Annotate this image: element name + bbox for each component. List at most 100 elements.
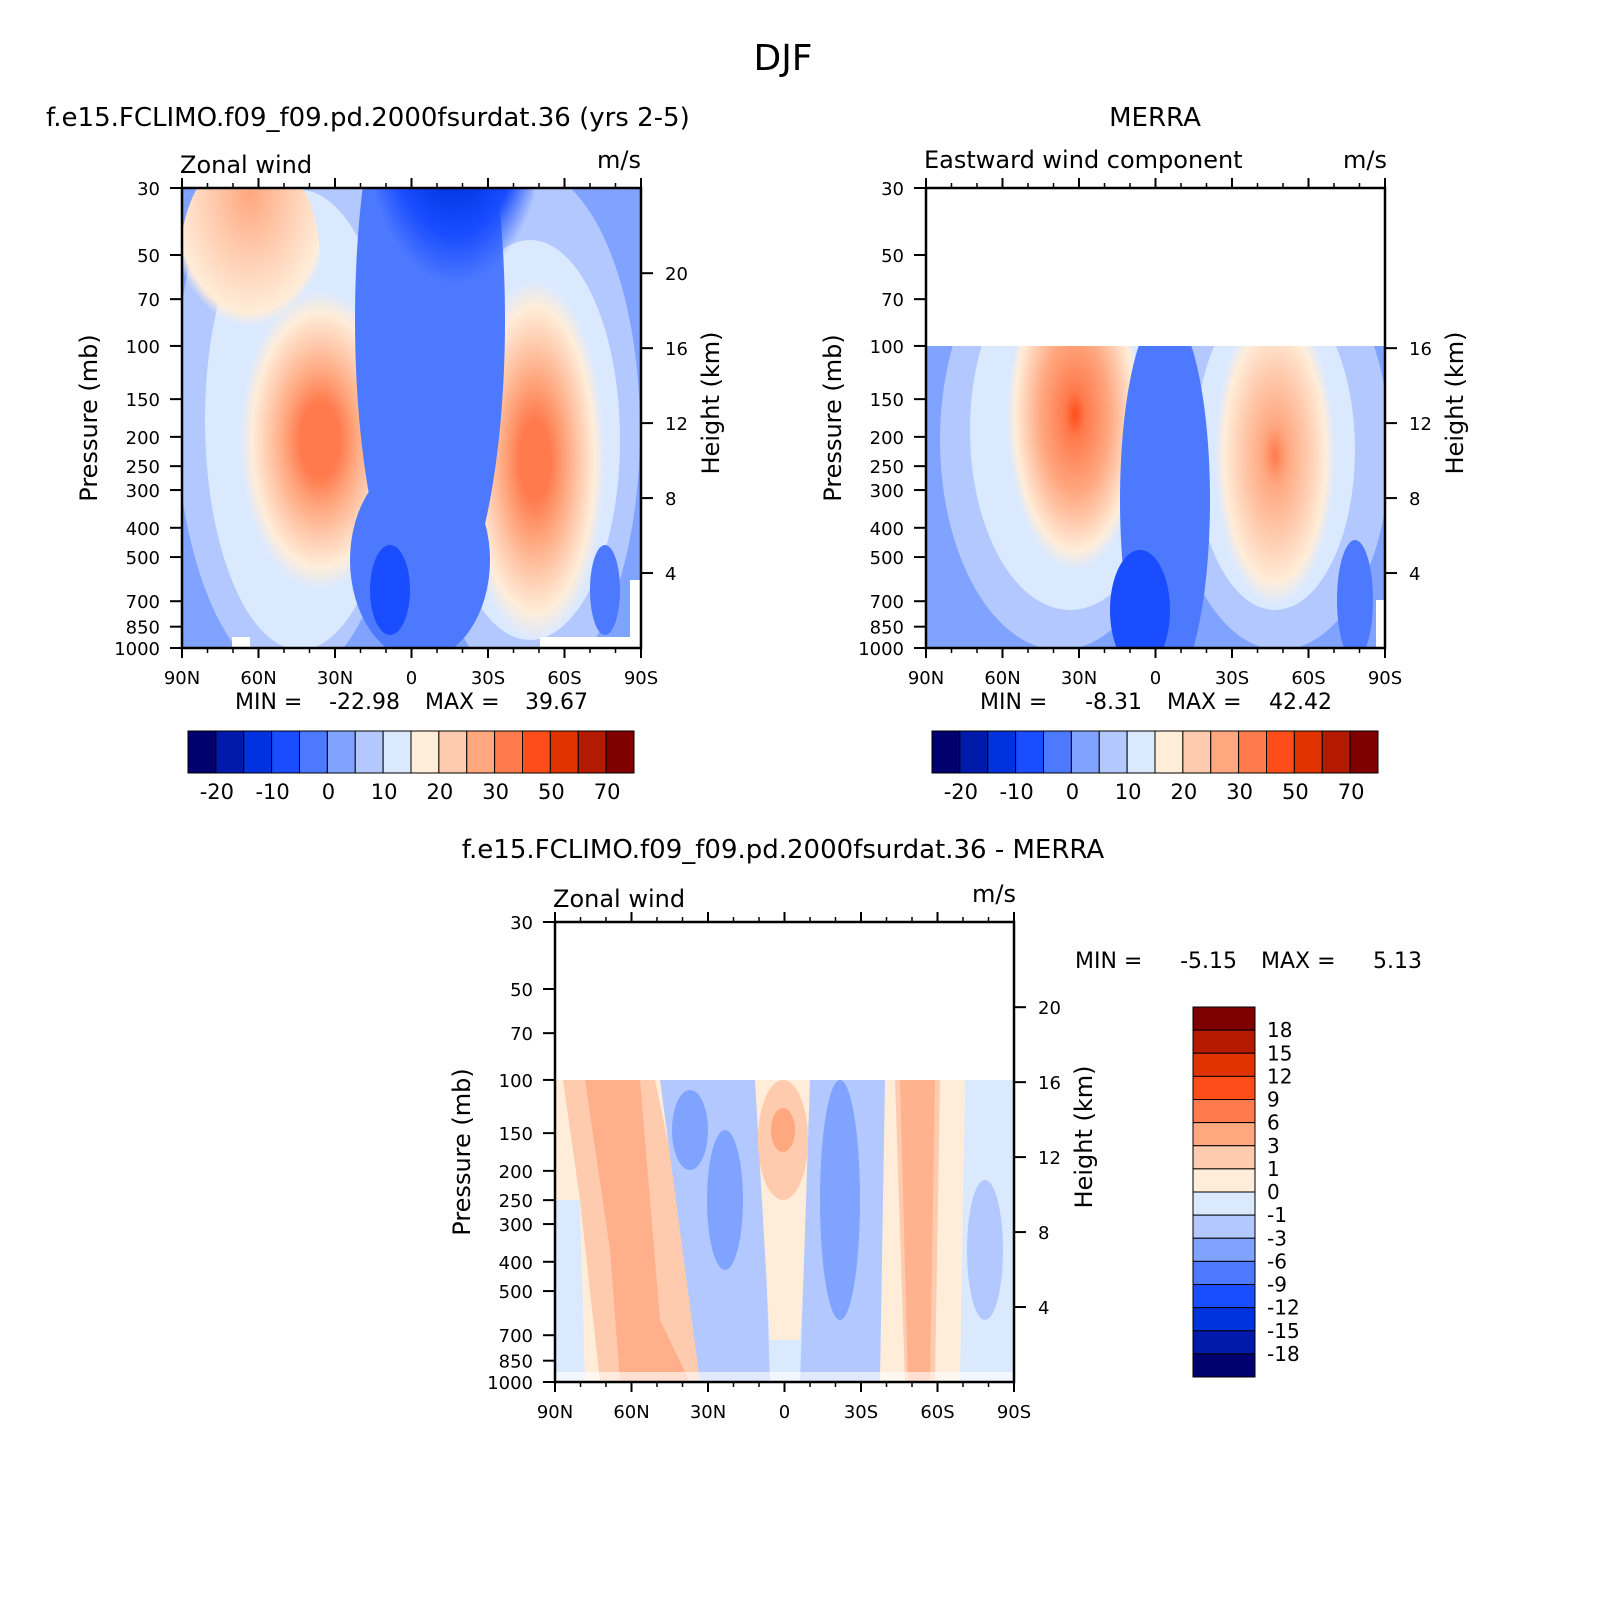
- y-tick-label: 50: [510, 980, 533, 1001]
- colorbar-swatch: [1192, 1330, 1256, 1355]
- panel-obs-title: MERRA: [1109, 103, 1201, 133]
- panel-obs-max-value: 42.42: [1269, 690, 1332, 715]
- panel-diff-field: [555, 1080, 1014, 1382]
- y-right-axis-title: Height (km): [1070, 1066, 1098, 1209]
- y-tick-label: 500: [499, 1282, 533, 1303]
- y-tick-label: 250: [126, 457, 160, 478]
- panel-model-left-label: Zonal wind: [180, 151, 312, 179]
- y-tick-label: 400: [499, 1253, 533, 1274]
- panel-model-min-label: MIN =: [235, 690, 302, 715]
- y-tick-label: 400: [126, 519, 160, 540]
- colorbar-swatch: [1070, 730, 1100, 774]
- x-tick-label: 30N: [1061, 668, 1097, 689]
- colorbar-swatch: [354, 730, 384, 774]
- y-tick-label: 300: [870, 481, 904, 502]
- y-tick-label: 1000: [114, 639, 160, 660]
- colorbar-swatch: [1210, 730, 1240, 774]
- y-tick-label: 100: [126, 337, 160, 358]
- y-axis-title: Pressure (mb): [448, 1068, 476, 1235]
- colorbar-swatch: [466, 730, 496, 774]
- colorbar-swatch: [1192, 1006, 1256, 1031]
- colorbar-label: 10: [1115, 780, 1142, 804]
- panel-obs-min-label: MIN =: [980, 690, 1047, 715]
- x-tick-label: 60S: [920, 1402, 954, 1423]
- y-right-tick-label: 16: [1409, 339, 1432, 360]
- colorbar-swatch: [382, 730, 412, 774]
- panel-diff-min-label: MIN =: [1075, 949, 1142, 974]
- colorbar-label: 50: [1282, 780, 1309, 804]
- colorbar-swatch: [1154, 730, 1184, 774]
- colorbar-swatch: [1192, 1191, 1256, 1216]
- colorbar-swatch: [1043, 730, 1072, 774]
- y-tick-label: 150: [870, 390, 904, 411]
- colorbar-label: -3: [1267, 1226, 1287, 1250]
- y-tick-label: 300: [499, 1215, 533, 1236]
- y-tick-label: 700: [126, 592, 160, 613]
- colorbar-swatch: [1192, 1260, 1256, 1285]
- y-right-tick-label: 12: [1038, 1148, 1061, 1169]
- colorbar-label: 0: [1066, 780, 1079, 804]
- colorbar-swatch: [987, 730, 1017, 774]
- colorbar-swatch: [1192, 1052, 1256, 1077]
- panel-obs-left-label: Eastward wind component: [924, 146, 1243, 174]
- y-tick-label: 50: [881, 246, 904, 267]
- y-right-tick-label: 12: [665, 414, 688, 435]
- panel-diff-min-value: -5.15: [1180, 949, 1237, 974]
- y-axis-title: Pressure (mb): [819, 334, 847, 501]
- y-right-tick-label: 20: [1038, 998, 1061, 1019]
- x-tick-label: 60S: [1291, 668, 1325, 689]
- colorbar-swatch: [299, 730, 328, 774]
- colorbar-label: -18: [1267, 1342, 1300, 1366]
- y-right-tick-label: 4: [1409, 564, 1420, 585]
- y-tick-label: 850: [870, 618, 904, 639]
- colorbar-swatch: [1321, 730, 1351, 774]
- colorbar-swatch: [494, 730, 523, 774]
- x-tick-label: 90N: [164, 668, 200, 689]
- x-tick-label: 60N: [613, 1402, 649, 1423]
- y-right-tick-label: 8: [1038, 1223, 1049, 1244]
- y-right-tick-label: 4: [1038, 1298, 1049, 1319]
- colorbar-swatch: [1015, 730, 1044, 774]
- y-tick-label: 850: [126, 618, 160, 639]
- colorbar-swatch: [1182, 730, 1212, 774]
- y-tick-label: 700: [499, 1326, 533, 1347]
- colorbar-label: -15: [1267, 1319, 1300, 1343]
- y-tick-label: 250: [499, 1191, 533, 1212]
- y-tick-label: 70: [510, 1024, 533, 1045]
- colorbar-swatch: [1192, 1145, 1256, 1170]
- panel-model-max-value: 39.67: [525, 690, 588, 715]
- colorbar-swatch: [243, 730, 273, 774]
- colorbar-swatch: [1192, 1099, 1256, 1124]
- colorbar-swatch: [577, 730, 607, 774]
- x-tick-label: 90N: [908, 668, 944, 689]
- colorbar-swatch: [1238, 730, 1267, 774]
- colorbar-swatch: [959, 730, 989, 774]
- colorbar-swatch: [326, 730, 356, 774]
- y-right-tick-label: 8: [665, 489, 676, 510]
- x-tick-label: 90S: [624, 668, 658, 689]
- y-right-tick-label: 20: [665, 264, 688, 285]
- panel-diff: f.e15.FCLIMO.f09_f09.pd.2000fsurdat.36 -…: [448, 835, 1422, 1423]
- colorbar-swatch: [1192, 1353, 1256, 1378]
- colorbar-swatch: [1126, 730, 1156, 774]
- colorbar-label: 12: [1267, 1064, 1292, 1088]
- colorbar-swatch: [522, 730, 551, 774]
- x-tick-label: 60S: [547, 668, 581, 689]
- colorbar-label: 9: [1267, 1088, 1280, 1112]
- colorbar-label: 15: [1267, 1041, 1292, 1065]
- colorbar-label: 0: [1267, 1180, 1280, 1204]
- colorbar-swatch: [1349, 730, 1379, 774]
- colorbar-label: 20: [1171, 780, 1198, 804]
- panel-model-min-value: -22.98: [329, 690, 400, 715]
- colorbar-label: -6: [1267, 1249, 1287, 1273]
- y-tick-label: 150: [126, 390, 160, 411]
- colorbar-label: 0: [322, 780, 335, 804]
- colorbar-swatch: [1192, 1214, 1256, 1239]
- y-tick-label: 200: [870, 428, 904, 449]
- figure-title: DJF: [753, 38, 812, 79]
- colorbar-label: 1: [1267, 1157, 1280, 1181]
- y-tick-label: 500: [870, 548, 904, 569]
- colorbar-label: 70: [1338, 780, 1365, 804]
- colorbar-swatch: [410, 730, 440, 774]
